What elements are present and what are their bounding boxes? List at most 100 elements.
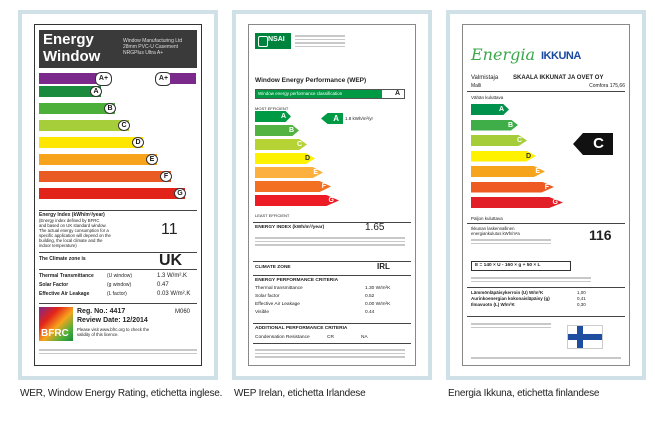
wep-bar-letter: A: [280, 113, 286, 120]
wep-label: NSAI Window Energy Performance (WEP) Win…: [248, 24, 416, 366]
wer-maker-2: 28mm PVC-U Casement: [123, 44, 179, 50]
wep-bar-letter: G: [328, 197, 334, 204]
wer-index-line: specific application will depend on the: [39, 233, 111, 238]
wer-maker-3: NRGPlus Ultra A+: [123, 50, 164, 56]
wer-bar-letter: G: [174, 188, 186, 199]
wep-criteria-title: ENERGY PERFORMANCE CRITERIA: [255, 278, 339, 283]
wer-check-2: validity of this licence.: [77, 332, 119, 337]
wer-aplus-bar: [39, 73, 107, 84]
fin-formula: E = 140 × U - 160 × g + 50 × L: [471, 261, 571, 271]
wer-bar-b: B: [39, 103, 116, 114]
fin-pointer: C: [573, 133, 613, 155]
caption-fin: Energia Ikkuna, etichetta finlandese: [448, 388, 600, 399]
fin-bar-g: G: [471, 197, 563, 208]
wep-class-row: Window energy performance classification…: [255, 89, 405, 99]
wep-criteria-label: Solar factor: [255, 294, 280, 299]
wer-label: Energy Window Window Manufacturing Ltd 2…: [34, 24, 202, 366]
wep-bar-e: E: [255, 167, 323, 178]
fin-high-label: Paljon kuluttava: [471, 216, 503, 221]
wer-review: Review Date: 12/2014: [77, 317, 148, 324]
wer-index-line: indoor temperature): [39, 243, 77, 248]
fin-maker-value: SKAALA IKKUNAT JA OVET OY: [513, 75, 604, 81]
wer-air-label: Effective Air Leakage: [39, 291, 90, 297]
wep-bar-f: F: [255, 181, 331, 192]
wep-bar-c: C: [255, 139, 307, 150]
fin-u-value: 1,00: [577, 290, 586, 295]
wep-criteria-list: Thermal transmittance 1.30 W/m²K Solar fac…: [255, 286, 405, 318]
wep-criteria-value: 1.30 W/m²K: [365, 286, 391, 291]
fin-bar-letter: D: [525, 152, 531, 160]
wer-air-value: 0.03 W/m².K: [157, 291, 191, 297]
wer-index-line: and based on UK standard window.: [39, 223, 107, 228]
fin-logo-ikkuna: IKKUNA: [541, 50, 581, 62]
wep-bar-letter: F: [321, 183, 326, 190]
wer-bar-letter: C: [118, 120, 130, 131]
fin-bar-c: C: [471, 135, 527, 146]
wep-climate-value: IRL: [377, 262, 390, 271]
wep-criteria-row: Effective Air Leakage 0.00 W/m²K: [255, 302, 405, 310]
fin-index-label-1: Ikkunan laskennallinen: [471, 226, 515, 231]
wep-criteria-label: Thermal transmittance: [255, 286, 303, 291]
wer-index-value: 11: [161, 221, 178, 238]
fin-bar-f: F: [471, 181, 554, 193]
wer-rating-left: A+: [95, 72, 112, 86]
wer-title-1: Energy: [43, 31, 94, 48]
fin-index-value: 116: [589, 227, 612, 243]
fin-bar-letter: A: [498, 106, 504, 113]
wep-criteria-label: Effective Air Leakage: [255, 302, 300, 307]
wer-maker-1: Window Manufacturing Ltd: [123, 38, 183, 44]
fin-model-label: Malli: [471, 83, 482, 89]
wep-panel: NSAI Window Energy Performance (WEP) Win…: [232, 10, 432, 380]
wep-pointer: A: [321, 113, 343, 124]
nsai-logo: NSAI: [255, 33, 291, 49]
fin-g-value: 0,41: [577, 296, 586, 301]
fin-g-label: Aurinkoenergian kokonaisläpäisy (g): [471, 296, 550, 301]
wer-climate-label: The Climate zone is: [39, 256, 86, 262]
caption-wer: WER, Window Energy Rating, etichetta ing…: [20, 388, 223, 399]
wep-criteria-value: 0.52: [365, 294, 375, 299]
wep-criteria-row: Thermal transmittance 1.30 W/m²K: [255, 286, 405, 294]
wer-reg: Reg. No.: 4417: [77, 308, 126, 315]
wep-additional-mid: CR: [327, 335, 334, 340]
fin-l-value: 0,30: [577, 302, 586, 307]
fin-pointer-letter: C: [593, 135, 604, 152]
wer-check-1: Please visit www.bfrc.org to check the: [77, 327, 150, 332]
wep-title: Window Energy Performance (WEP): [255, 77, 367, 84]
wer-index-line: The actual energy consumption for a: [39, 228, 109, 233]
fin-l-label: Ilmavuoto (L) W/m²K: [471, 302, 515, 307]
wer-bar-letter: F: [160, 171, 172, 182]
wer-bar-letter: B: [104, 103, 116, 114]
wep-bar-letter: C: [296, 141, 302, 148]
bfrc-logo: BFRC: [39, 307, 73, 341]
fin-scale: A B C D E F G: [471, 104, 625, 214]
fin-bar-letter: F: [544, 183, 549, 191]
wep-most: MOST EFFICIENT: [255, 106, 289, 111]
wep-bar-d: D: [255, 153, 315, 164]
wer-bar-e: E: [39, 154, 158, 165]
wer-climate-value: UK: [159, 252, 183, 269]
finland-flag-icon: [567, 325, 603, 349]
wer-air-sub: (L factor): [107, 291, 127, 297]
wep-criteria-row: Solar factor 0.52: [255, 294, 405, 302]
fin-bar-letter: E: [535, 168, 540, 175]
wer-bar-c: C: [39, 120, 130, 131]
wer-solar-value: 0.47: [157, 282, 169, 288]
wer-index-title: Energy Index (kWh/m²/year): [39, 212, 105, 218]
wer-thermal-value: 1.3 W/m².K: [157, 273, 188, 279]
fin-bar-letter: G: [552, 199, 558, 206]
wep-class-value: A: [394, 90, 400, 97]
wep-bar-g: G: [255, 195, 339, 206]
wep-bar-a: A: [255, 111, 291, 122]
fin-u-label: Lämmönläpäisykerroin (U) W/m²K: [471, 290, 544, 295]
fin-bar-letter: C: [516, 137, 522, 144]
wep-index-label: ENERGY INDEX (kWh/m²/year): [255, 225, 325, 230]
wep-bar-b: B: [255, 125, 299, 136]
fin-bar-a: A: [471, 104, 509, 115]
fin-bar-letter: B: [507, 121, 513, 129]
wer-thermal-sub: (U window): [107, 273, 133, 279]
wer-bar-f: F: [39, 171, 172, 182]
nsai-logo-text: NSAI: [268, 36, 285, 43]
wer-bar-g: G: [39, 188, 186, 199]
